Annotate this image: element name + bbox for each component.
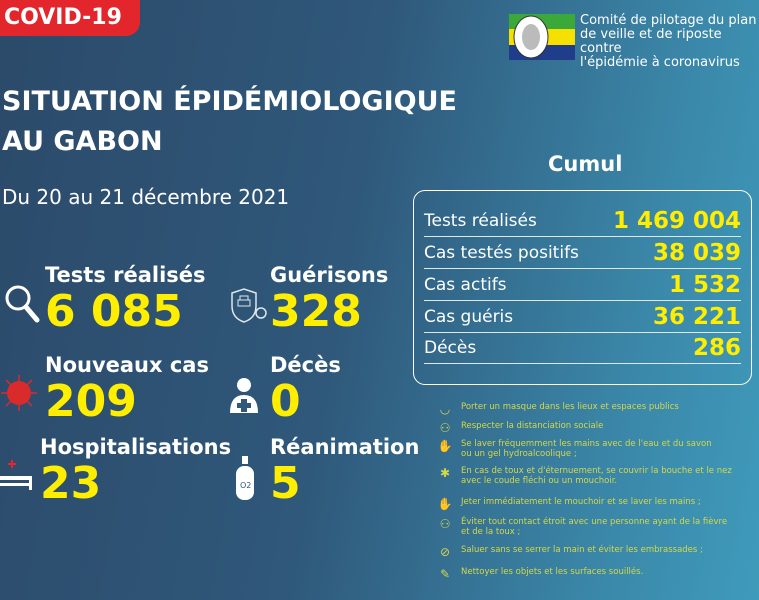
tip-mask: ◡ Porter un masque dans les lieux et espa… xyxy=(437,402,679,416)
cough-icon: ✱ xyxy=(439,466,451,480)
tip-text: Respecter la distanciation sociale xyxy=(461,421,604,431)
tip-text: et de la toux ; xyxy=(461,527,521,537)
tip-clean: ✎ Nettoyer les objets et les surfaces sou… xyxy=(437,567,643,581)
cumul-row: Tests réalisés 1 469 004 xyxy=(424,206,741,237)
cumul-value: 1 532 xyxy=(668,272,741,298)
tip-tissue: ✋ Jeter immédiatement le mouchoir et se l… xyxy=(437,497,701,511)
cumul-value: 1 469 004 xyxy=(612,208,741,234)
stat-value: 0 xyxy=(270,376,301,427)
stat-value: 209 xyxy=(45,376,137,427)
shield-cross-virus-icon xyxy=(228,288,270,328)
cumul-row: Décès 286 xyxy=(424,333,741,364)
people-distance-icon: ⚇ xyxy=(439,421,451,435)
tip-text: Se laver fréquemment les mains avec de l… xyxy=(461,439,712,449)
tip-text: Éviter tout contact étroit avec une pers… xyxy=(461,517,728,527)
stat-label: Décès xyxy=(270,353,341,377)
title-line: SITUATION ÉPIDÉMIOLOGIQUE xyxy=(2,86,457,117)
stat-label: Guérisons xyxy=(270,263,389,287)
date-range: Du 20 au 21 décembre 2021 xyxy=(2,185,290,209)
cumul-label: Décès xyxy=(424,338,477,358)
cumul-row: Cas actifs 1 532 xyxy=(424,270,741,301)
cumul-value: 38 039 xyxy=(652,240,741,266)
stat-value: 328 xyxy=(270,286,362,337)
org-line: de veille et de riposte contre xyxy=(580,27,722,56)
tip-text: ou un gel hydroalcoolique ; xyxy=(461,449,577,459)
hospital-bed-icon xyxy=(0,458,34,496)
cumul-label: Cas guéris xyxy=(424,307,514,327)
tip-avoid-contact: ⚇ Éviter tout contact étroit avec une per… xyxy=(437,517,727,537)
cumul-value: 286 xyxy=(692,335,741,361)
cumul-title: Cumul xyxy=(548,152,623,176)
cumul-label: Tests réalisés xyxy=(424,211,537,231)
stat-label: Nouveaux cas xyxy=(45,353,209,377)
tip-cough: ✱ En cas de toux et d'éternuement, se cou… xyxy=(437,466,732,486)
tip-text: Jeter immédiatement le mouchoir et se la… xyxy=(461,497,701,507)
hand-wash-icon: ✋ xyxy=(437,439,453,453)
cumul-row: Cas guéris 36 221 xyxy=(424,302,741,333)
mask-icon: ◡ xyxy=(439,402,451,416)
stat-label: Réanimation xyxy=(270,435,420,459)
oxygen-tank-icon: O2 xyxy=(234,456,256,504)
org-line: Comité de pilotage du plan xyxy=(580,13,757,28)
cumul-row: Cas testés positifs 38 039 xyxy=(424,238,741,269)
page-title: SITUATION ÉPIDÉMIOLOGIQUE AU GABON xyxy=(2,82,457,162)
tip-text: avec le coude fléchi ou un mouchoir. xyxy=(461,476,618,486)
tip-text: Nettoyer les objets et les surfaces soui… xyxy=(461,567,644,577)
title-line: AU GABON xyxy=(2,126,163,157)
person-cross-icon xyxy=(228,375,260,419)
gabon-flag-logo xyxy=(509,14,575,60)
organization-name: Comité de pilotage du plan de veille et … xyxy=(580,14,759,70)
virus-icon xyxy=(0,373,38,417)
magnifier-icon xyxy=(3,283,41,329)
org-line: l'épidémie à coronavirus xyxy=(580,55,740,70)
no-handshake-icon: ⊘ xyxy=(439,545,451,559)
stat-value: 6 085 xyxy=(45,286,183,337)
cumul-value: 36 221 xyxy=(652,304,741,330)
stat-label: Hospitalisations xyxy=(40,435,232,459)
cumul-label: Cas testés positifs xyxy=(424,243,579,263)
stat-value: 23 xyxy=(40,458,102,509)
hand-wash-icon: ✋ xyxy=(437,497,453,511)
tip-greeting: ⊘ Saluer sans se serrer la main et éviter… xyxy=(437,545,703,559)
tip-wash-hands: ✋ Se laver fréquemment les mains avec de … xyxy=(437,439,712,459)
tip-distance: ⚇ Respecter la distanciation sociale xyxy=(437,421,604,435)
stat-value: 5 xyxy=(270,458,301,509)
tip-text: En cas de toux et d'éternuement, se couv… xyxy=(461,466,732,476)
cumul-label: Cas actifs xyxy=(424,275,507,295)
cumul-table: Tests réalisés 1 469 004 Cas testés posit… xyxy=(413,190,752,385)
tip-text: Saluer sans se serrer la main et éviter … xyxy=(461,545,703,555)
stat-label: Tests réalisés xyxy=(45,263,206,287)
svg-text:O2: O2 xyxy=(240,481,251,490)
tip-text: Porter un masque dans les lieux et espac… xyxy=(461,402,679,412)
cleaning-icon: ✎ xyxy=(439,567,451,581)
people-distance-icon: ⚇ xyxy=(439,517,451,531)
covid-badge: COVID-19 xyxy=(0,0,140,36)
